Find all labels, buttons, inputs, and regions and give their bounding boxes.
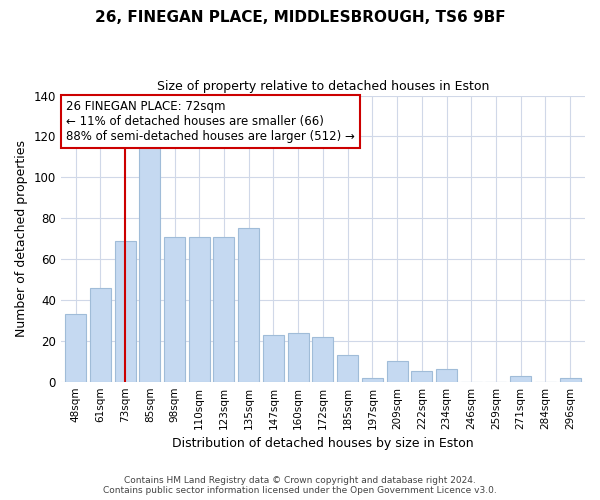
Bar	[411, 372, 433, 382]
Bar	[337, 355, 358, 382]
Text: Contains HM Land Registry data © Crown copyright and database right 2024.
Contai: Contains HM Land Registry data © Crown c…	[103, 476, 497, 495]
Bar	[164, 236, 185, 382]
Bar	[287, 332, 308, 382]
Bar	[139, 140, 160, 382]
Bar	[362, 378, 383, 382]
Y-axis label: Number of detached properties: Number of detached properties	[15, 140, 28, 337]
Text: 26 FINEGAN PLACE: 72sqm
← 11% of detached houses are smaller (66)
88% of semi-de: 26 FINEGAN PLACE: 72sqm ← 11% of detache…	[66, 100, 355, 143]
Text: 26, FINEGAN PLACE, MIDDLESBROUGH, TS6 9BF: 26, FINEGAN PLACE, MIDDLESBROUGH, TS6 9B…	[95, 10, 505, 25]
Bar	[90, 288, 111, 382]
Bar	[263, 334, 284, 382]
Bar	[189, 236, 210, 382]
Bar	[115, 240, 136, 382]
Bar	[238, 228, 259, 382]
Bar	[386, 361, 407, 382]
Bar	[65, 314, 86, 382]
Bar	[510, 376, 531, 382]
Bar	[313, 336, 334, 382]
Bar	[436, 370, 457, 382]
X-axis label: Distribution of detached houses by size in Eston: Distribution of detached houses by size …	[172, 437, 474, 450]
Title: Size of property relative to detached houses in Eston: Size of property relative to detached ho…	[157, 80, 489, 93]
Bar	[214, 236, 235, 382]
Bar	[560, 378, 581, 382]
